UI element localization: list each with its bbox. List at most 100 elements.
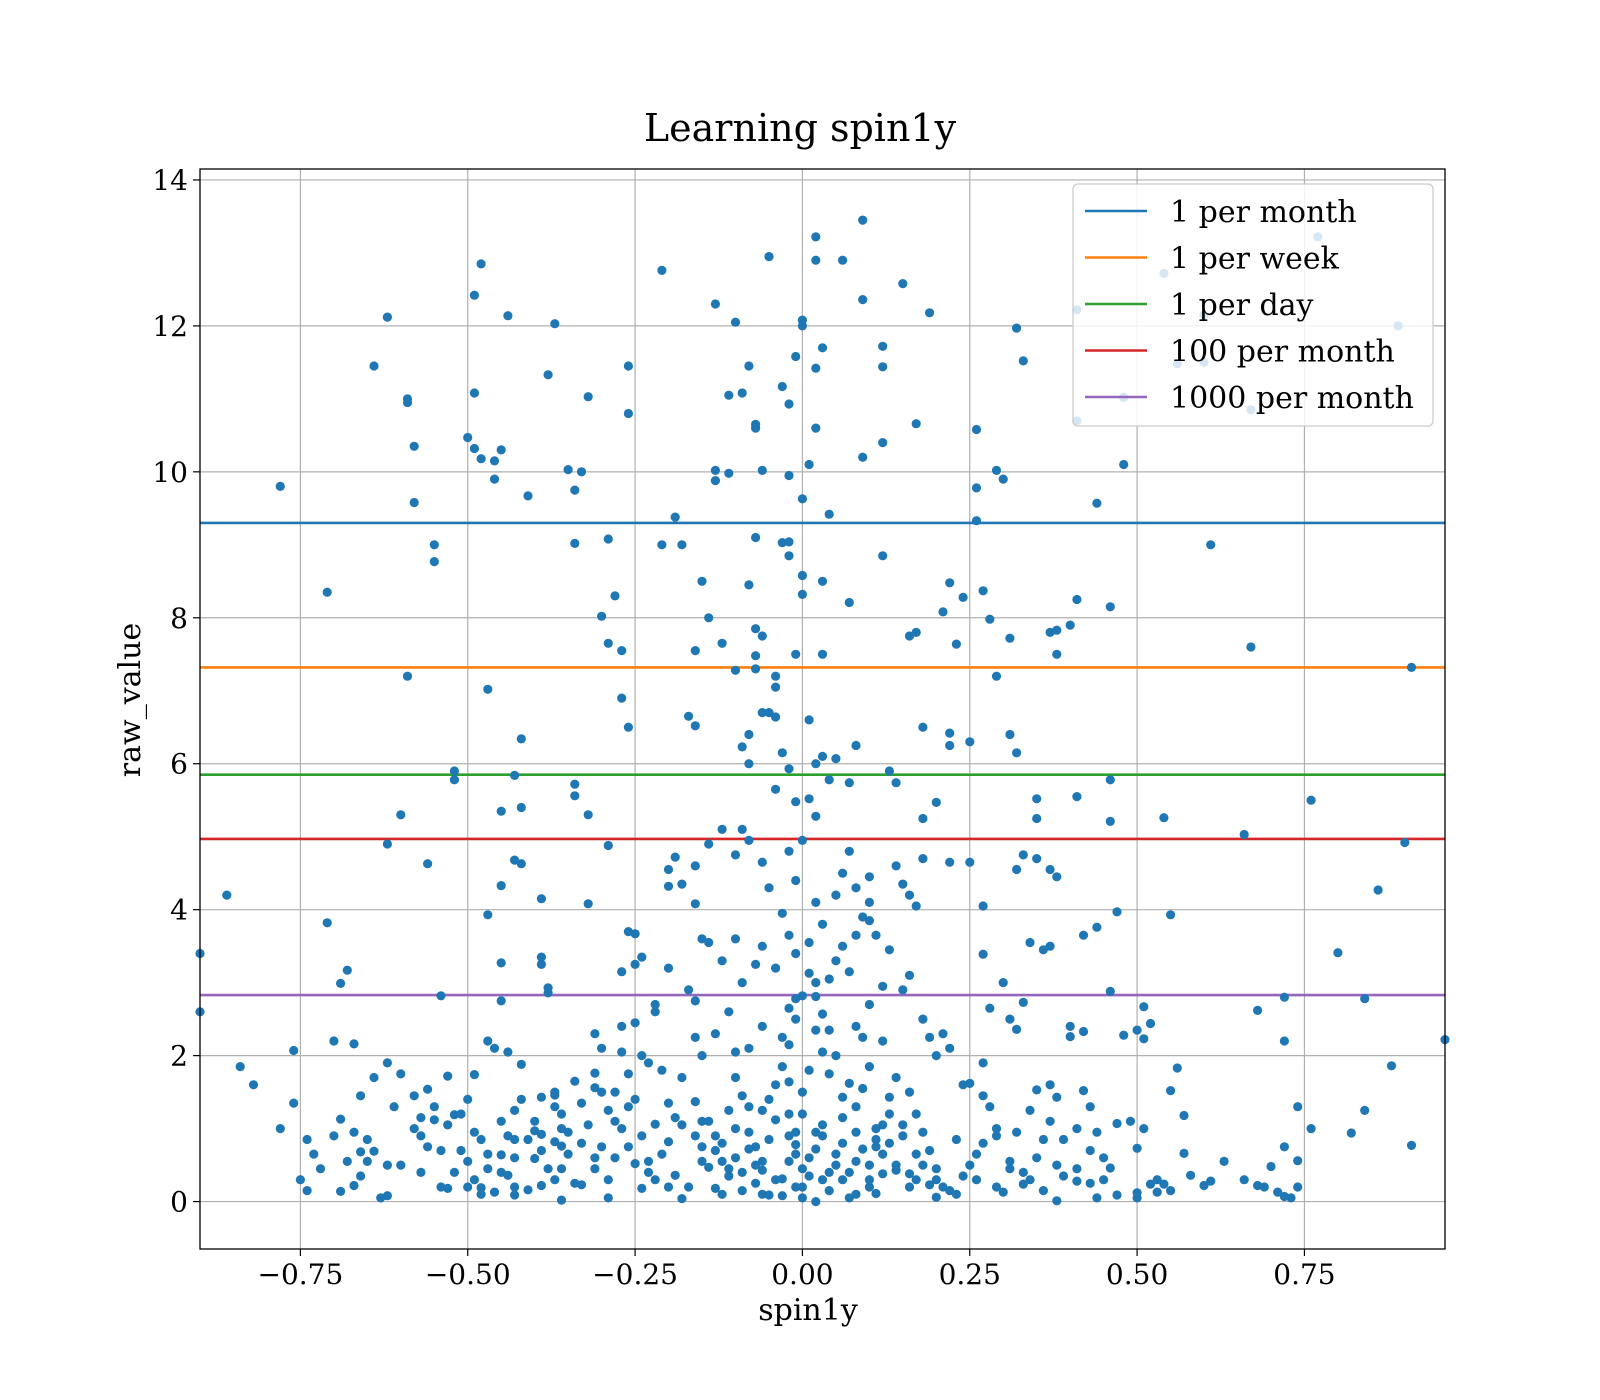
scatter-point (617, 693, 627, 703)
scatter-point (463, 1156, 473, 1166)
scatter-point (771, 671, 781, 681)
scatter-point (369, 1072, 379, 1083)
scatter-point (1058, 1171, 1069, 1181)
scatter-point (1058, 1134, 1069, 1145)
scatter-point (771, 963, 781, 973)
scatter-point (1038, 1134, 1048, 1145)
scatter-point (717, 1156, 727, 1166)
scatter-point (657, 1149, 667, 1159)
scatter-point (858, 295, 868, 305)
scatter-point (556, 1109, 567, 1119)
scatter-point (603, 1105, 613, 1115)
scatter-point (951, 1134, 962, 1145)
scatter-point (777, 1062, 787, 1072)
scatter-point (1279, 1142, 1289, 1152)
scatter-point (704, 937, 714, 948)
scatter-point (838, 868, 848, 878)
scatter-point (784, 1040, 794, 1050)
scatter-point (851, 1127, 861, 1137)
scatter-point (637, 1183, 647, 1193)
scatter-point (791, 351, 801, 362)
scatter-point (1406, 662, 1417, 673)
scatter-point (336, 1186, 346, 1196)
scatter-point (489, 1043, 500, 1053)
scatter-point (704, 613, 714, 623)
scatter-point (469, 388, 479, 398)
scatter-point (670, 512, 680, 522)
scatter-point (1045, 941, 1055, 951)
scatter-point (771, 1080, 781, 1090)
scatter-point (496, 881, 506, 891)
scatter-point (617, 1021, 627, 1031)
scatter-point (570, 1178, 580, 1188)
scatter-point (864, 872, 875, 882)
scatter-point (797, 1087, 808, 1097)
scatter-point (509, 1182, 520, 1192)
scatter-point (463, 1182, 473, 1192)
scatter-point (550, 1175, 560, 1185)
scatter-point (898, 1131, 908, 1141)
scatter-point (443, 1120, 453, 1130)
scatter-point (717, 638, 727, 648)
scatter-point (864, 1182, 875, 1192)
y-axis-label: raw_value (113, 623, 148, 777)
scatter-point (235, 1062, 245, 1072)
scatter-point (690, 899, 700, 909)
scatter-point (483, 1036, 493, 1046)
scatter-point (643, 1167, 654, 1177)
scatter-point (483, 1164, 493, 1174)
scatter-point (757, 1021, 767, 1031)
scatter-point (356, 1091, 366, 1101)
scatter-point (730, 1153, 741, 1163)
scatter-point (811, 1144, 821, 1154)
scatter-point (811, 363, 821, 373)
scatter-point (831, 1149, 841, 1159)
scatter-point (362, 1156, 372, 1166)
y-tick-label: 14 (152, 164, 188, 197)
scatter-point (617, 1047, 627, 1057)
scatter-point (1032, 1085, 1042, 1095)
scatter-point (1085, 1145, 1095, 1156)
scatter-point (684, 711, 694, 721)
scatter-point (590, 1029, 600, 1039)
scatter-point (737, 978, 747, 988)
scatter-point (878, 1120, 888, 1130)
scatter-point (663, 1182, 674, 1192)
scatter-point (925, 1032, 935, 1042)
scatter-point (630, 1094, 640, 1104)
scatter-point (429, 540, 439, 550)
scatter-point (978, 1138, 988, 1148)
scatter-point (831, 956, 841, 966)
scatter-point (938, 607, 948, 617)
scatter-point (831, 1051, 841, 1061)
scatter-point (443, 1071, 453, 1081)
scatter-point (1052, 1160, 1062, 1170)
scatter-point (710, 1183, 721, 1193)
scatter-point (603, 1193, 613, 1203)
scatter-point (838, 1175, 848, 1185)
scatter-point (851, 740, 861, 751)
scatter-point (844, 1167, 854, 1177)
scatter-point (503, 311, 513, 321)
scatter-point (771, 682, 781, 692)
scatter-point (884, 1138, 895, 1148)
scatter-point (811, 759, 821, 769)
scatter-point (322, 587, 332, 597)
scatter-point (931, 1164, 941, 1174)
scatter-point (764, 1190, 774, 1200)
scatter-point (791, 1140, 801, 1150)
scatter-point (1105, 775, 1115, 785)
scatter-point (724, 468, 734, 478)
scatter-point (797, 1109, 808, 1119)
scatter-point (824, 775, 834, 785)
scatter-point (423, 859, 433, 869)
scatter-point (838, 255, 848, 265)
scatter-point (1179, 1148, 1189, 1158)
scatter-point (275, 481, 285, 491)
y-tick-label: 10 (152, 456, 188, 489)
scatter-point (764, 1134, 774, 1145)
scatter-point (724, 1105, 734, 1115)
scatter-point (1206, 1176, 1216, 1186)
scatter-point (737, 388, 747, 398)
scatter-point (804, 794, 814, 804)
